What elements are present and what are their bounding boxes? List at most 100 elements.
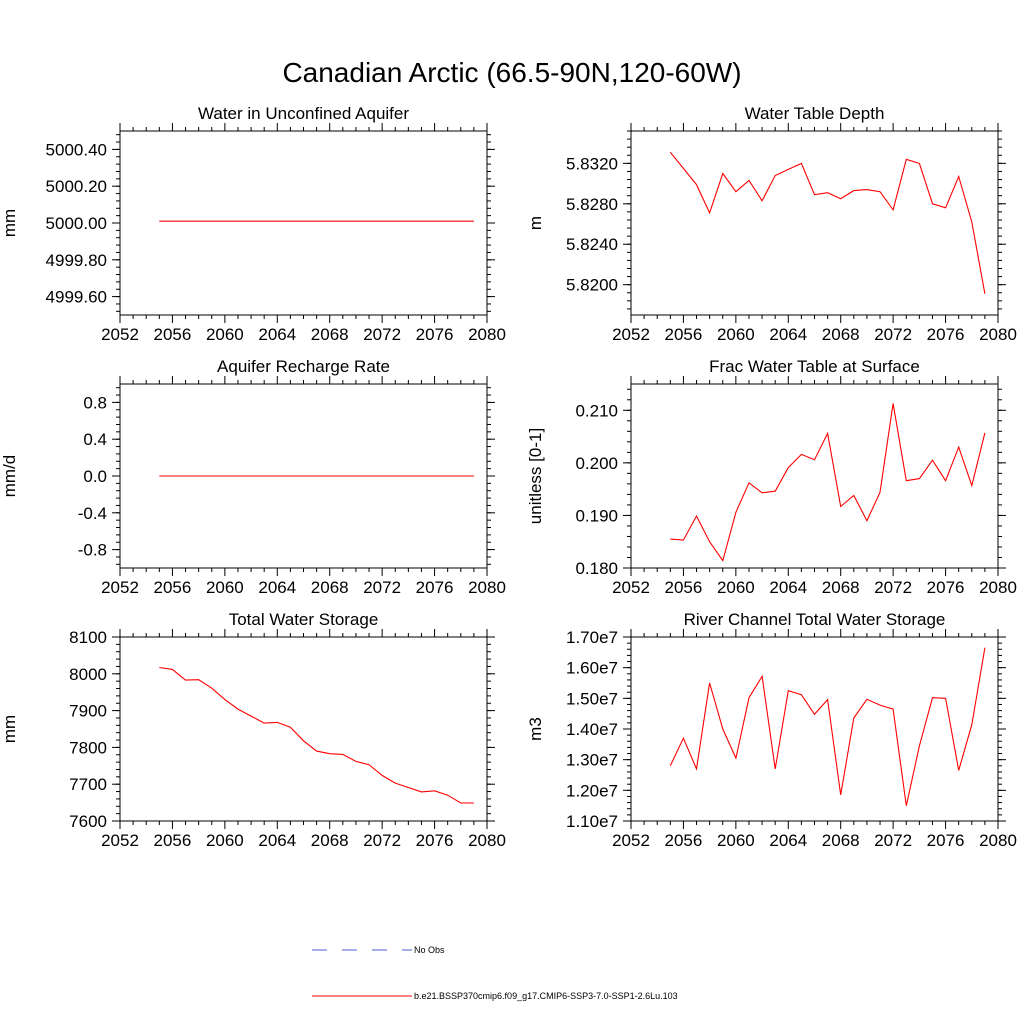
chart-panel-2: Water Table Depth 2052 2056 2060 2064 2068 207…	[526, 104, 1017, 344]
panel-title: Water in Unconfined Aquifer	[198, 104, 409, 123]
y-tick-label: 5.8200	[566, 276, 618, 295]
y-tick-label: 1.40e7	[566, 720, 618, 739]
x-tick-label: 2076	[416, 578, 454, 597]
chart-panel-4: Frac Water Table at Surface 2052 2056 2060 2…	[526, 357, 1017, 597]
x-tick-label: 2060	[717, 831, 755, 850]
y-tick-label: 7700	[69, 775, 107, 794]
y-tick-label: 1.30e7	[566, 751, 618, 770]
y-axis-label: m	[526, 216, 545, 230]
x-tick-label: 2076	[927, 831, 965, 850]
plot-frame	[119, 636, 488, 822]
x-tick-label: 2056	[154, 578, 192, 597]
x-tick-label: 2068	[311, 831, 349, 850]
x-tick-label: 2052	[612, 578, 650, 597]
y-tick-label: 4999.60	[46, 288, 107, 307]
x-tick-label: 2072	[363, 831, 401, 850]
x-tick-label: 2052	[101, 831, 139, 850]
panels-group: Water in Unconfined Aquifer 2052 2056 2060 2…	[0, 104, 1017, 850]
x-tick-label: 2068	[311, 578, 349, 597]
legend: No Obs b.e21.BSSP370cmip6.f09_g17.CMIP6-…	[312, 945, 678, 1001]
x-tick-label: 2072	[874, 325, 912, 344]
x-tick-label: 2060	[206, 831, 244, 850]
x-tick-label: 2080	[979, 325, 1017, 344]
plot-frame	[630, 636, 999, 822]
y-axis-label: unitless [0-1]	[526, 428, 545, 524]
x-tick-label: 2064	[258, 578, 296, 597]
y-tick-label: 5000.40	[46, 140, 107, 159]
chart-panel-1: Water in Unconfined Aquifer 2052 2056 2060 2…	[0, 104, 506, 344]
x-tick-label: 2064	[769, 325, 807, 344]
y-tick-label: 0.210	[575, 401, 618, 420]
series-line	[159, 666, 474, 804]
chart-panel-6: River Channel Total Water Storage 2052 205…	[526, 610, 1017, 850]
panel-title: Total Water Storage	[229, 610, 379, 629]
y-axis-label: mm	[0, 715, 19, 743]
x-tick-label: 2056	[665, 831, 703, 850]
panel-title: Aquifer Recharge Rate	[217, 357, 390, 376]
y-tick-label: 0.200	[575, 454, 618, 473]
y-tick-label: 7800	[69, 738, 107, 757]
x-tick-label: 2060	[206, 325, 244, 344]
x-tick-label: 2080	[468, 578, 506, 597]
x-tick-label: 2064	[769, 578, 807, 597]
series-line	[669, 647, 986, 806]
x-tick-label: 2080	[468, 831, 506, 850]
figure-title: Canadian Arctic (66.5-90N,120-60W)	[282, 57, 741, 88]
chart-panel-3: Aquifer Recharge Rate 2052 2056 2060 2064 206…	[0, 357, 506, 597]
y-tick-label: 0.0	[83, 467, 107, 486]
x-tick-label: 2056	[154, 831, 192, 850]
y-tick-label: 5.8280	[566, 195, 618, 214]
x-tick-label: 2072	[874, 578, 912, 597]
y-axis-label: mm/d	[0, 455, 19, 498]
x-tick-label: 2072	[874, 831, 912, 850]
panel-title: Frac Water Table at Surface	[709, 357, 920, 376]
x-tick-label: 2076	[416, 325, 454, 344]
x-tick-label: 2072	[363, 578, 401, 597]
y-tick-label: 5000.00	[46, 214, 107, 233]
y-tick-label: 0.4	[83, 430, 107, 449]
x-tick-label: 2064	[769, 831, 807, 850]
x-tick-label: 2076	[416, 831, 454, 850]
series-line	[670, 403, 986, 562]
x-tick-label: 2064	[258, 325, 296, 344]
y-tick-label: 5.8320	[566, 154, 618, 173]
x-tick-label: 2060	[717, 578, 755, 597]
x-tick-label: 2068	[822, 325, 860, 344]
x-tick-label: 2076	[927, 578, 965, 597]
x-tick-label: 2060	[717, 325, 755, 344]
x-tick-label: 2052	[612, 831, 650, 850]
legend-label-model: b.e21.BSSP370cmip6.f09_g17.CMIP6-SSP3-7.…	[414, 991, 678, 1001]
y-tick-label: 0.180	[575, 559, 618, 578]
x-tick-label: 2064	[258, 831, 296, 850]
y-tick-label: 1.10e7	[566, 812, 618, 831]
x-tick-label: 2068	[822, 578, 860, 597]
panel-title: Water Table Depth	[745, 104, 885, 123]
y-axis-label: mm	[0, 209, 19, 237]
x-tick-label: 2076	[927, 325, 965, 344]
y-tick-label: -0.8	[78, 541, 107, 560]
x-tick-label: 2052	[101, 578, 139, 597]
y-tick-label: 8100	[69, 628, 107, 647]
y-tick-label: 0.190	[575, 506, 618, 525]
y-tick-label: 5.8240	[566, 235, 618, 254]
series-line	[669, 151, 986, 294]
x-tick-label: 2052	[612, 325, 650, 344]
chart-panel-5: Total Water Storage 2052 2056 2060 2064 2068 2…	[0, 610, 506, 850]
y-tick-label: 7600	[69, 812, 107, 831]
y-tick-label: 7900	[69, 702, 107, 721]
y-tick-label: 8000	[69, 665, 107, 684]
y-tick-label: 0.8	[83, 393, 107, 412]
plot-frame	[630, 130, 999, 316]
y-tick-label: 4999.80	[46, 251, 107, 270]
panel-title: River Channel Total Water Storage	[684, 610, 946, 629]
x-tick-label: 2056	[665, 578, 703, 597]
x-tick-label: 2056	[665, 325, 703, 344]
x-tick-label: 2080	[468, 325, 506, 344]
y-tick-label: 1.70e7	[566, 628, 618, 647]
x-tick-label: 2072	[363, 325, 401, 344]
y-tick-label: 1.50e7	[566, 689, 618, 708]
legend-label-no-obs: No Obs	[414, 945, 445, 955]
y-tick-label: 5000.20	[46, 177, 107, 196]
x-tick-label: 2068	[311, 325, 349, 344]
